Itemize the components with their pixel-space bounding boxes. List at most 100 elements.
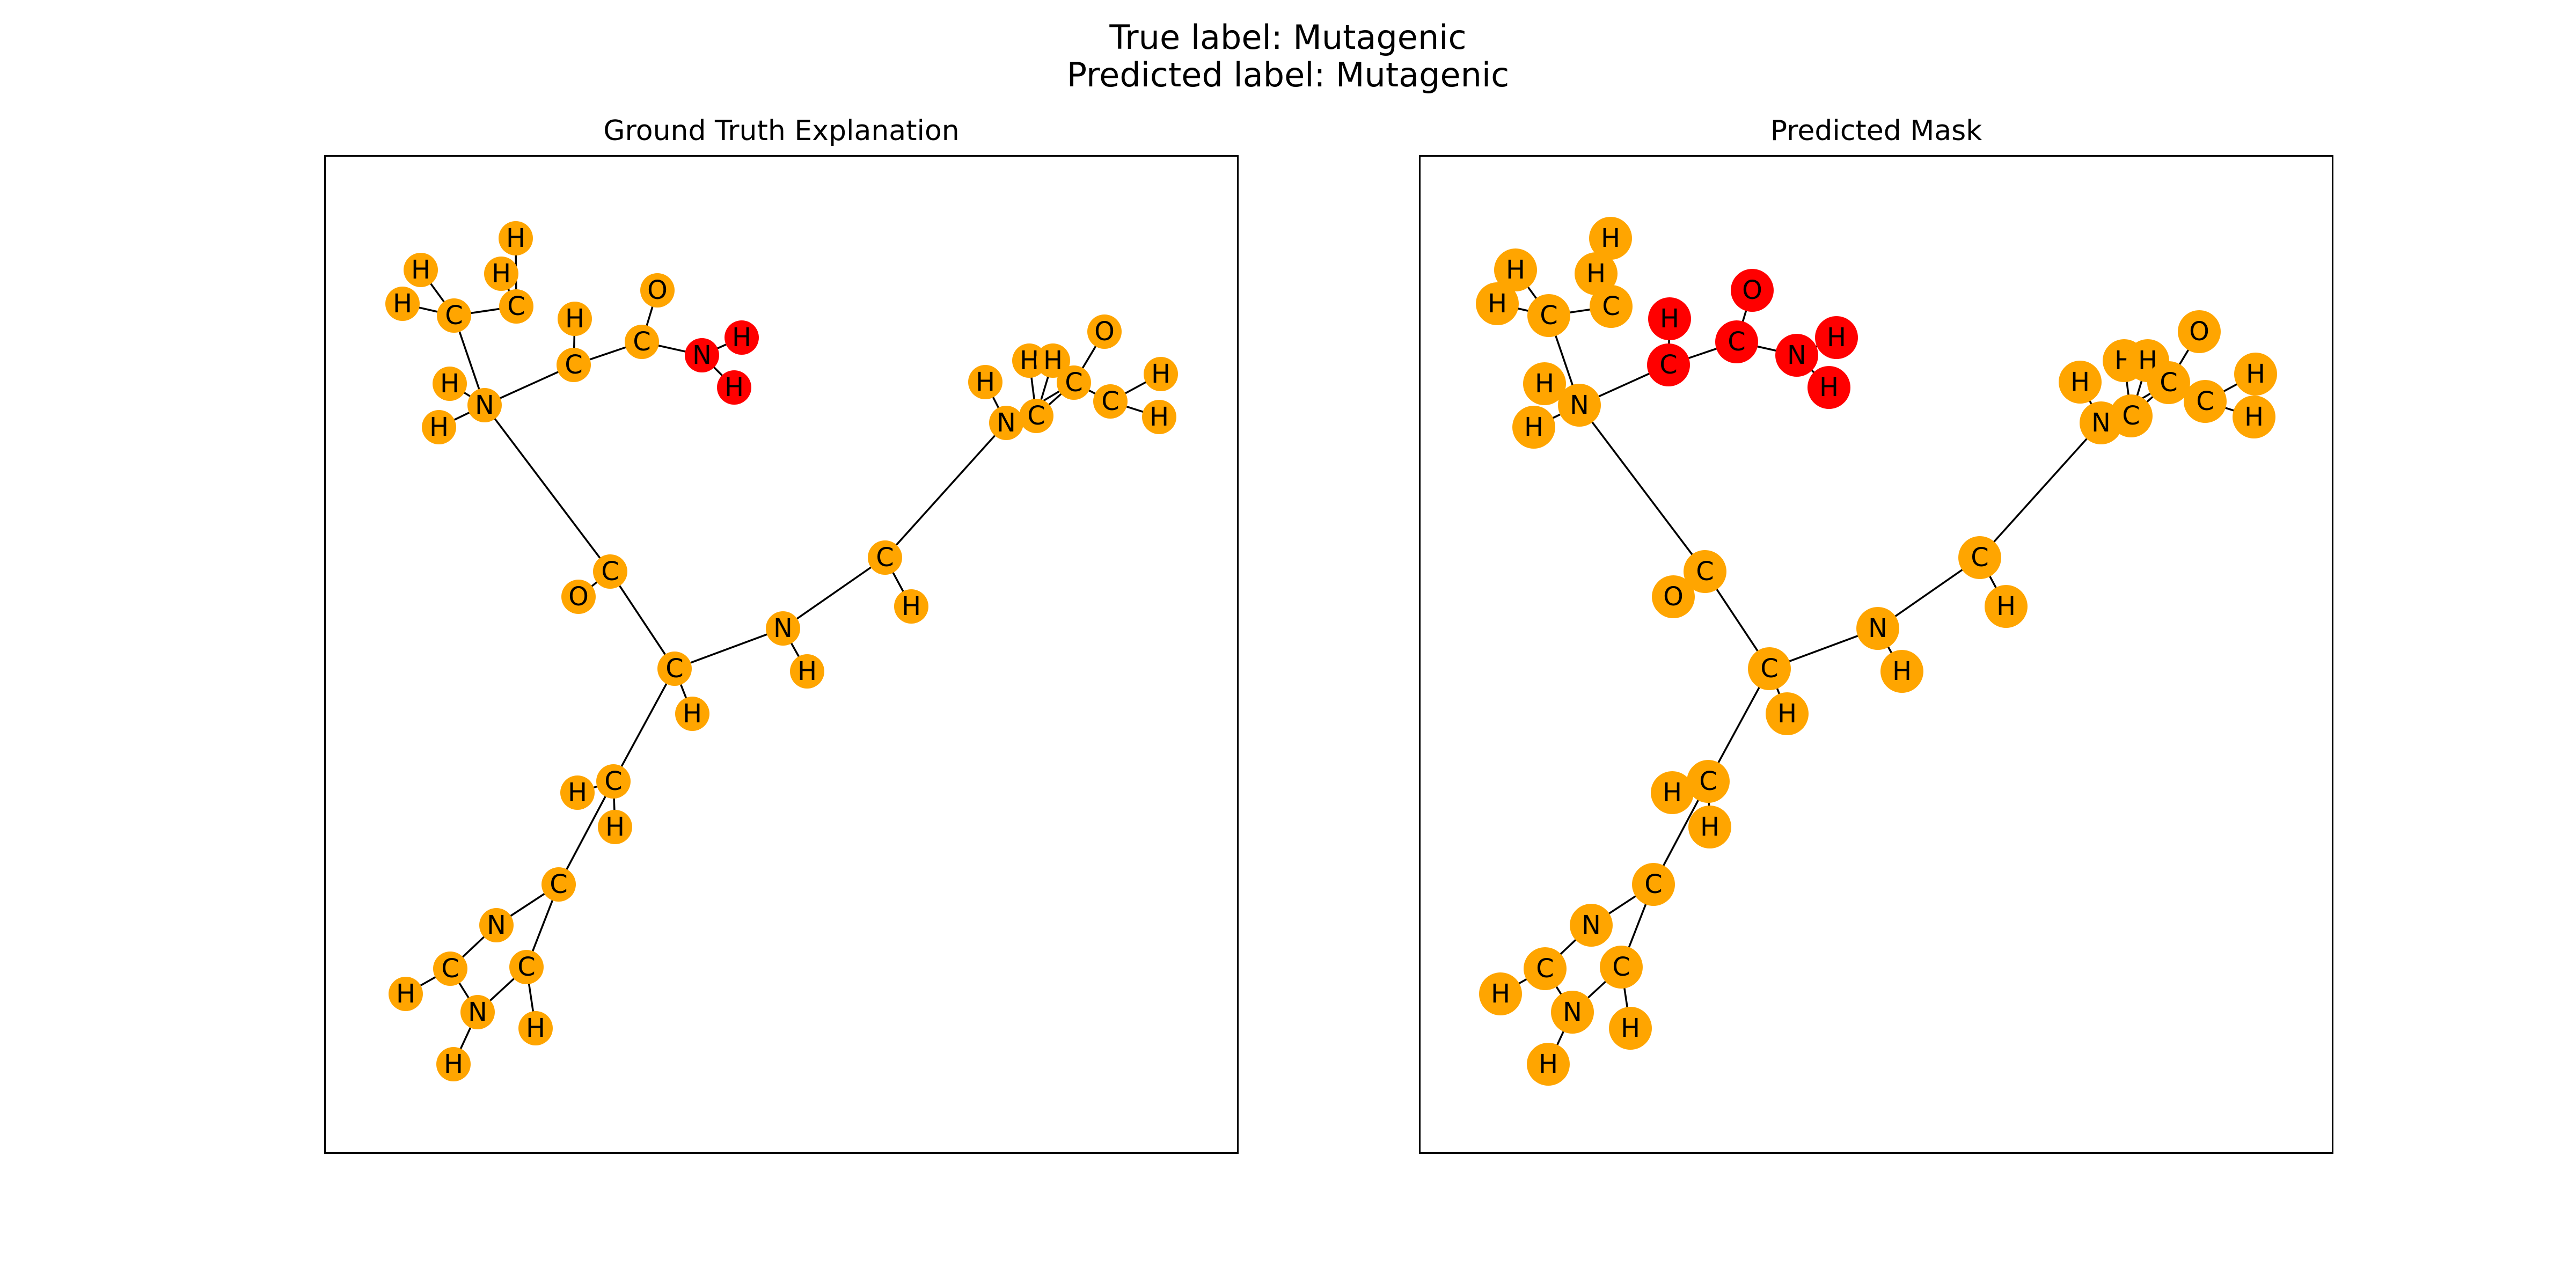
atom-label: H bbox=[1660, 304, 1679, 334]
atom-node bbox=[1815, 316, 1858, 359]
figure-title-line2: Predicted label: Mutagenic bbox=[1066, 55, 1510, 94]
atom-label: O bbox=[2189, 317, 2209, 347]
atom-label: C bbox=[2122, 401, 2140, 431]
atom-label: C bbox=[665, 654, 684, 684]
atom-node bbox=[724, 320, 759, 355]
atom-label: H bbox=[565, 304, 584, 334]
atom-label: N bbox=[1582, 910, 1601, 940]
atom-label: H bbox=[797, 656, 817, 686]
atom-node bbox=[1575, 252, 1618, 295]
atom-node bbox=[640, 273, 675, 308]
atom-label: H bbox=[2070, 367, 2090, 397]
atom-label: H bbox=[1506, 255, 1525, 285]
atom-node bbox=[1494, 248, 1537, 291]
atom-node bbox=[499, 289, 533, 324]
atom-node bbox=[766, 611, 800, 646]
atom-node bbox=[1748, 647, 1791, 690]
atom-label: H bbox=[2244, 402, 2264, 432]
atom-node bbox=[1012, 343, 1046, 378]
atom-node bbox=[1019, 399, 1053, 433]
atom-node bbox=[437, 298, 471, 333]
atom-node bbox=[1036, 343, 1070, 378]
bond-edge bbox=[1578, 404, 1706, 573]
atom-label: H bbox=[902, 591, 921, 621]
atom-node bbox=[598, 810, 632, 844]
atom-label: C bbox=[445, 301, 463, 331]
atom-node bbox=[1551, 991, 1594, 1034]
atom-node bbox=[1589, 217, 1632, 260]
bond-edge bbox=[674, 627, 784, 670]
atom-node bbox=[968, 365, 1002, 399]
atom-node bbox=[1523, 362, 1566, 405]
atom-label: C bbox=[1971, 543, 1989, 573]
atom-node bbox=[1600, 946, 1643, 989]
right-panel-title: Predicted Mask bbox=[1770, 115, 1982, 147]
atom-label: C bbox=[507, 291, 525, 321]
bond-edge bbox=[884, 422, 1007, 559]
atom-node bbox=[1856, 607, 1899, 650]
atom-label: N bbox=[2091, 408, 2111, 438]
atom-label: O bbox=[647, 275, 668, 305]
atom-label: O bbox=[568, 582, 589, 612]
atom-node bbox=[436, 1047, 471, 1081]
atom-label: C bbox=[1728, 327, 1746, 357]
atom-node bbox=[1652, 575, 1695, 618]
atom-node bbox=[499, 221, 533, 255]
atom-label: N bbox=[773, 613, 793, 643]
atom-node bbox=[1479, 972, 1522, 1015]
atom-label: C bbox=[1659, 350, 1678, 380]
atom-label: N bbox=[1787, 340, 1806, 370]
atom-label: H bbox=[568, 778, 587, 808]
atom-node bbox=[479, 908, 514, 942]
atom-label: H bbox=[1539, 1049, 1558, 1079]
atom-node bbox=[561, 580, 596, 614]
atom-label: C bbox=[604, 766, 623, 796]
atom-label: C bbox=[1065, 368, 1083, 398]
atom-node bbox=[1880, 650, 1923, 693]
atom-label: C bbox=[517, 952, 536, 982]
atom-label: H bbox=[1663, 778, 1682, 808]
atom-label: H bbox=[1535, 369, 1554, 399]
atom-node bbox=[2110, 394, 2153, 437]
atom-label: C bbox=[565, 350, 583, 380]
atom-label: H bbox=[393, 289, 412, 319]
atom-node bbox=[1476, 282, 1519, 325]
atom-node bbox=[989, 406, 1023, 440]
atom-node bbox=[1558, 384, 1601, 427]
atom-label: H bbox=[1524, 412, 1543, 442]
atom-label: H bbox=[732, 323, 751, 353]
atom-label: H bbox=[506, 223, 525, 253]
atom-node bbox=[657, 652, 692, 686]
atom-node bbox=[389, 977, 423, 1011]
atom-node bbox=[2184, 380, 2227, 423]
atom-label: H bbox=[2246, 359, 2265, 389]
atom-node bbox=[717, 370, 751, 405]
bond-edge bbox=[484, 404, 611, 573]
atom-label: C bbox=[633, 327, 651, 357]
atom-label: N bbox=[475, 390, 494, 420]
atom-label: H bbox=[1601, 223, 1620, 253]
atom-label: H bbox=[1892, 656, 1912, 686]
atom-node bbox=[1651, 771, 1694, 814]
atom-label: C bbox=[1696, 557, 1714, 587]
atom-node bbox=[790, 654, 824, 689]
atom-node bbox=[1731, 269, 1774, 312]
atom-node bbox=[433, 952, 467, 986]
atom-label: C bbox=[2160, 368, 2178, 398]
atom-node bbox=[1590, 285, 1633, 328]
atom-label: O bbox=[1663, 582, 1684, 612]
atom-node bbox=[509, 950, 544, 984]
left-panel-title: Ground Truth Explanation bbox=[603, 115, 960, 147]
atom-node bbox=[460, 995, 495, 1029]
atom-label: N bbox=[997, 408, 1016, 438]
atom-label: H bbox=[1488, 289, 1507, 319]
atom-node bbox=[2059, 361, 2102, 404]
atom-node bbox=[404, 253, 438, 287]
atom-label: H bbox=[526, 1013, 545, 1043]
atom-label: H bbox=[440, 369, 459, 399]
atom-label: H bbox=[1150, 402, 1169, 432]
bond-edge bbox=[558, 781, 614, 885]
atom-node bbox=[541, 867, 576, 902]
